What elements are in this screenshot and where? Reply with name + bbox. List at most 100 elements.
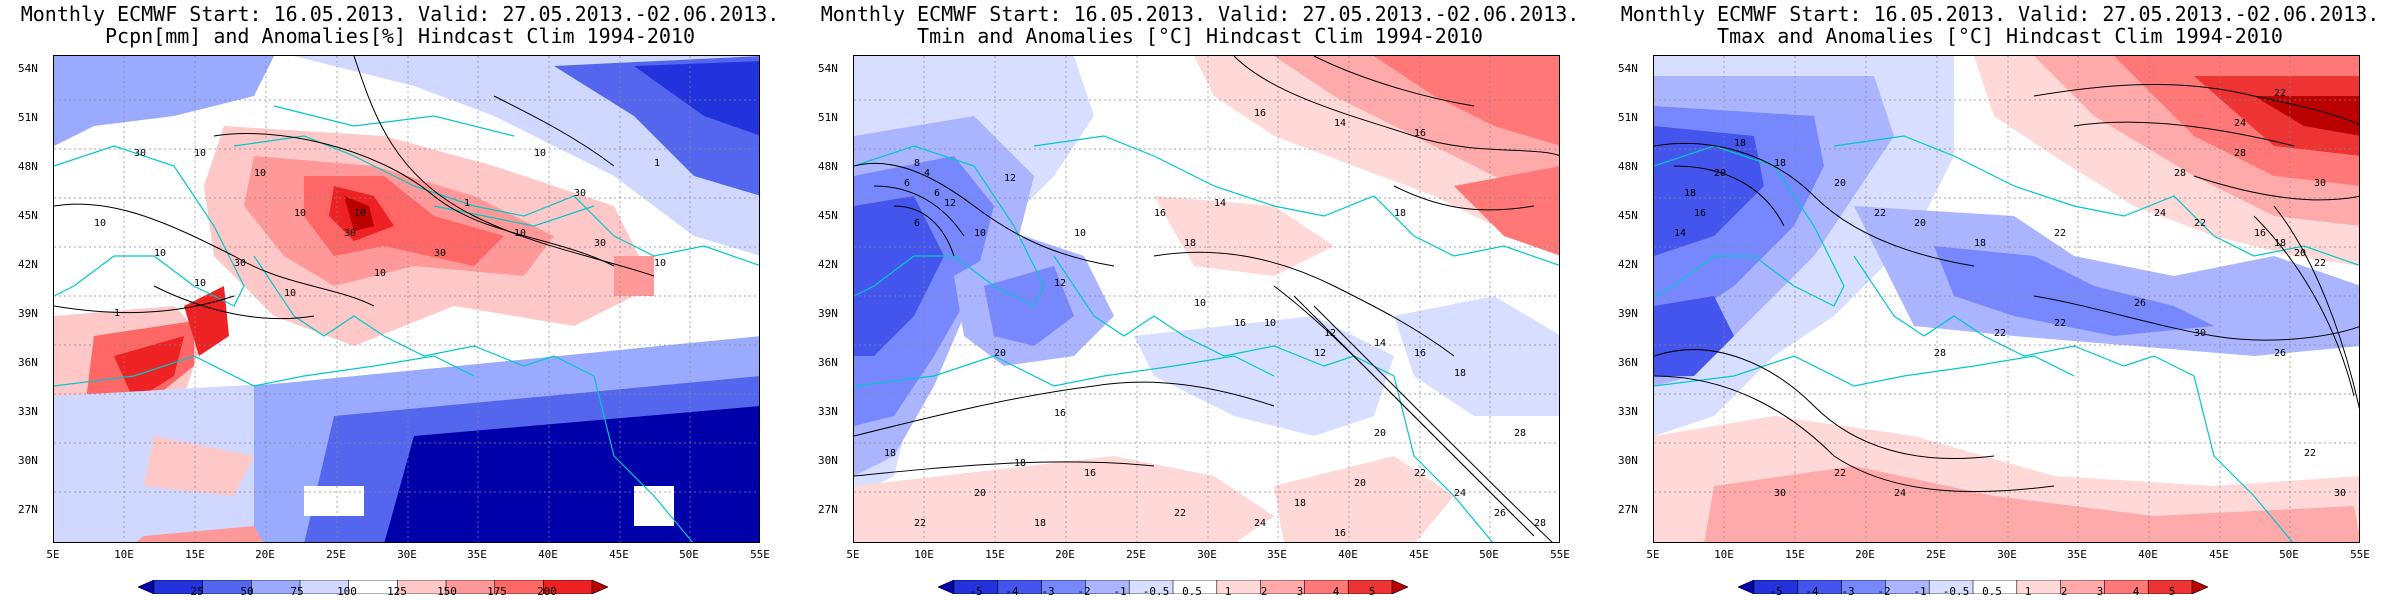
- lat-label: 36N: [1618, 356, 1638, 369]
- lat-label: 27N: [818, 503, 838, 516]
- svg-text:18: 18: [1734, 138, 1746, 149]
- colorbar-label: 0.5: [1982, 585, 2002, 598]
- lat-label: 48N: [818, 160, 838, 173]
- svg-text:16: 16: [1234, 318, 1246, 329]
- colorbar-label: 25: [190, 585, 204, 598]
- lat-label: 45N: [818, 209, 838, 222]
- lat-label: 42N: [18, 258, 38, 271]
- svg-text:22: 22: [914, 518, 926, 529]
- colorbar-label: -5: [1769, 585, 1783, 598]
- svg-text:16: 16: [1694, 208, 1706, 219]
- colorbar-label: 4: [2132, 585, 2140, 598]
- panel-title: Monthly ECMWF Start: 16.05.2013. Valid: …: [20, 2, 780, 26]
- lon-label: 35E: [467, 548, 487, 561]
- svg-text:16: 16: [1254, 108, 1266, 119]
- precip-map: 30 10 10 30 1 10 30 30 10 10 10 30 1 10 10 10 1 10 3…: [53, 55, 760, 543]
- svg-text:30: 30: [2194, 328, 2206, 339]
- colorbar-label: 175: [487, 585, 507, 598]
- colorbar: [1738, 580, 2208, 594]
- lat-label: 36N: [18, 356, 38, 369]
- svg-text:12: 12: [1314, 348, 1326, 359]
- svg-text:18: 18: [1774, 158, 1786, 169]
- svg-text:1: 1: [464, 198, 470, 209]
- svg-text:8: 8: [914, 158, 920, 169]
- svg-text:24: 24: [1894, 488, 1906, 499]
- colorbar-label: -2: [1877, 585, 1891, 598]
- colorbar-label: -3: [1041, 585, 1055, 598]
- svg-text:10: 10: [254, 168, 266, 179]
- svg-text:10: 10: [534, 148, 546, 159]
- colorbar-swatch: [2104, 580, 2149, 594]
- lat-label: 36N: [818, 356, 838, 369]
- svg-text:10: 10: [1194, 298, 1206, 309]
- lon-label: 25E: [326, 548, 346, 561]
- lon-label: 5E: [46, 548, 60, 561]
- lon-label: 5E: [1646, 548, 1660, 561]
- panel-title: Monthly ECMWF Start: 16.05.2013. Valid: …: [1620, 2, 2380, 26]
- svg-text:16: 16: [1154, 208, 1166, 219]
- svg-text:10: 10: [294, 208, 306, 219]
- colorbar: [138, 580, 608, 594]
- svg-text:10: 10: [1074, 228, 1086, 239]
- colorbar: [938, 580, 1408, 594]
- svg-text:16: 16: [1414, 348, 1426, 359]
- svg-text:16: 16: [1334, 528, 1346, 539]
- svg-text:18: 18: [1184, 238, 1196, 249]
- lon-label: 20E: [1855, 548, 1875, 561]
- svg-text:10: 10: [654, 258, 666, 269]
- colorbar-label: 200: [537, 585, 557, 598]
- colorbar-label: -0.5: [1142, 585, 1170, 598]
- svg-text:18: 18: [884, 448, 896, 459]
- svg-text:24: 24: [2154, 208, 2166, 219]
- tmin-map: 14 16 16 18 8 6 4 12 6 12 10 16 14 18 6 10 12 20 18 1…: [853, 55, 1560, 543]
- svg-text:24: 24: [1454, 488, 1466, 499]
- svg-text:14: 14: [1214, 198, 1226, 209]
- lat-label: 51N: [18, 111, 38, 124]
- svg-text:10: 10: [94, 218, 106, 229]
- svg-text:12: 12: [1004, 173, 1016, 184]
- lon-label: 30E: [1997, 548, 2017, 561]
- svg-text:28: 28: [1934, 348, 1946, 359]
- svg-text:28: 28: [1534, 518, 1546, 529]
- panel-title: Monthly ECMWF Start: 16.05.2013. Valid: …: [820, 2, 1580, 26]
- svg-text:28: 28: [2174, 168, 2186, 179]
- lon-label: 20E: [255, 548, 275, 561]
- lat-label: 51N: [818, 111, 838, 124]
- colorbar-label: 125: [387, 585, 407, 598]
- svg-text:24: 24: [2234, 118, 2246, 129]
- svg-text:16: 16: [2254, 228, 2266, 239]
- colorbar-label: 2: [1260, 585, 1268, 598]
- svg-text:10: 10: [154, 248, 166, 259]
- colorbar-label: -4: [1805, 585, 1819, 598]
- svg-text:12: 12: [944, 198, 956, 209]
- svg-text:20: 20: [1834, 178, 1846, 189]
- svg-text:22: 22: [1174, 508, 1186, 519]
- svg-text:20: 20: [1914, 218, 1926, 229]
- colorbar-label: 5: [1368, 585, 1376, 598]
- svg-text:20: 20: [1374, 428, 1386, 439]
- svg-text:22: 22: [2274, 88, 2286, 99]
- lon-label: 10E: [1714, 548, 1734, 561]
- svg-text:22: 22: [1834, 468, 1846, 479]
- colorbar-label: 1: [1224, 585, 1232, 598]
- colorbar-label: 100: [337, 585, 357, 598]
- svg-text:30: 30: [234, 258, 246, 269]
- colorbar-swatch: [1304, 580, 1349, 594]
- svg-text:14: 14: [1674, 228, 1686, 239]
- svg-text:6: 6: [914, 218, 920, 229]
- svg-text:10: 10: [1264, 318, 1276, 329]
- lon-label: 45E: [2209, 548, 2229, 561]
- lon-label: 10E: [914, 548, 934, 561]
- svg-text:30: 30: [2314, 178, 2326, 189]
- colorbar-label: 4: [1332, 585, 1340, 598]
- svg-text:20: 20: [1354, 478, 1366, 489]
- svg-text:20: 20: [2294, 248, 2306, 259]
- lat-label: 48N: [1618, 160, 1638, 173]
- svg-text:12: 12: [1054, 278, 1066, 289]
- svg-text:18: 18: [1684, 188, 1696, 199]
- svg-text:22: 22: [2194, 218, 2206, 229]
- svg-text:10: 10: [974, 228, 986, 239]
- panel-subtitle: Pcpn[mm] and Anomalies[%] Hindcast Clim …: [104, 24, 695, 48]
- lon-label: 15E: [185, 548, 205, 561]
- svg-text:1: 1: [114, 308, 120, 319]
